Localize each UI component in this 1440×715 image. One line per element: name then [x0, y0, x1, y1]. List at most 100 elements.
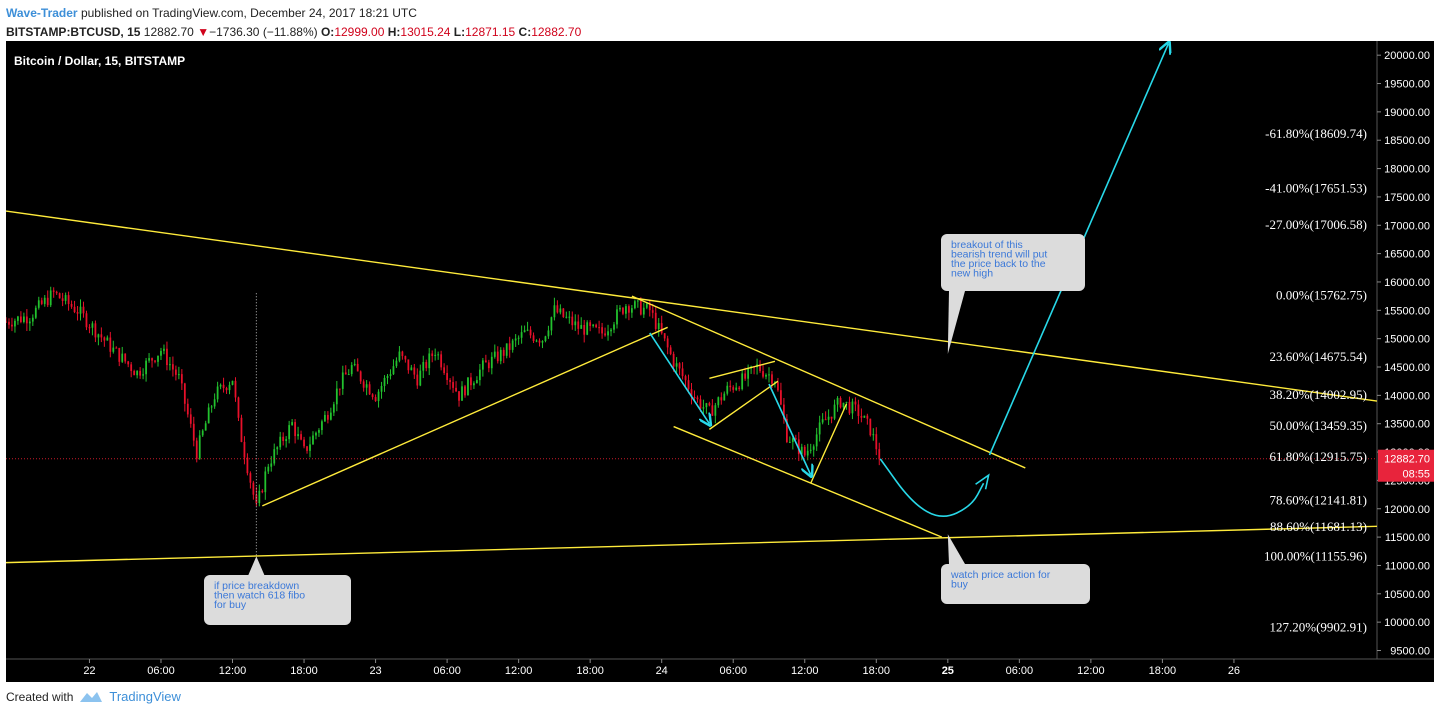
candle-body — [723, 393, 726, 401]
candle-body — [174, 369, 177, 375]
fib-level-label: 127.20%(9902.91) — [1270, 620, 1368, 635]
candle-body — [329, 412, 332, 420]
x-tick-label: 06:00 — [1006, 665, 1034, 677]
x-tick-label: 18:00 — [863, 665, 891, 677]
low-value: 12871.15 — [465, 25, 516, 39]
high-value: 13015.24 — [400, 25, 451, 39]
candle-body — [318, 430, 320, 433]
candle-body — [347, 374, 350, 376]
candle-body — [6, 321, 7, 323]
candle-body — [243, 441, 246, 458]
candle-body — [273, 449, 276, 464]
candle-body — [842, 402, 845, 408]
candle-body — [76, 312, 79, 314]
candle-body — [502, 349, 505, 356]
candle-body — [198, 435, 201, 459]
candle-body — [46, 297, 49, 306]
candle-body — [264, 471, 267, 493]
candle-body — [288, 425, 291, 440]
candle-body — [389, 374, 392, 377]
candle-body — [663, 333, 666, 339]
candle-body — [514, 338, 517, 341]
candle-body — [830, 416, 833, 419]
price-tag-box — [1378, 449, 1434, 482]
candle-body — [160, 350, 162, 356]
ohlc-line: BITSTAMP:BTCUSD, 15 12882.70 ▼−1736.30 (… — [6, 23, 581, 42]
callout-box — [941, 564, 1090, 604]
candle-body — [362, 381, 365, 388]
candle-body — [651, 310, 654, 313]
open-label: O: — [320, 25, 335, 39]
candle-body — [529, 329, 532, 336]
low-label: L: — [453, 25, 466, 39]
candle-body — [70, 303, 73, 307]
candle-body — [821, 419, 824, 423]
candle-body — [875, 434, 878, 450]
y-tick-label: 12000.00 — [1384, 504, 1430, 516]
candle-body — [94, 323, 97, 338]
y-tick-label: 10500.00 — [1384, 589, 1430, 601]
candle-body — [833, 404, 836, 419]
candle-body — [297, 434, 299, 437]
candle-body — [371, 394, 374, 398]
candle-body — [791, 438, 794, 442]
candle-body — [511, 340, 514, 350]
candle-body — [189, 414, 192, 424]
candle-body — [458, 391, 460, 401]
x-tick-label: 25 — [942, 665, 954, 677]
fib-level-label: 61.80%(12915.75) — [1270, 449, 1368, 464]
candle-body — [356, 363, 359, 372]
candle-body — [628, 306, 630, 313]
candle-body — [782, 404, 785, 419]
candle-body — [17, 316, 19, 321]
price-axis[interactable] — [1377, 41, 1434, 659]
candle-body — [496, 351, 499, 362]
author-link[interactable]: Wave-Trader — [6, 6, 78, 20]
candle-body — [493, 351, 496, 357]
candle-body — [538, 340, 541, 343]
candle-body — [860, 416, 863, 418]
candle-body — [252, 482, 255, 495]
tradingview-logo-icon — [80, 691, 103, 702]
candle-body — [487, 362, 490, 369]
y-tick-label: 19500.00 — [1384, 79, 1430, 91]
y-tick-label: 14000.00 — [1384, 390, 1430, 402]
time-axis[interactable] — [6, 659, 1434, 682]
callout-tail — [248, 556, 265, 575]
candle-body — [505, 343, 508, 356]
candle-body — [785, 418, 788, 443]
y-tick-label: 20000.00 — [1384, 50, 1430, 62]
high-label: H: — [387, 25, 401, 39]
candle-body — [595, 324, 598, 328]
candle-body — [368, 384, 371, 395]
down-triangle-icon: ▼ — [197, 25, 210, 39]
candle-body — [267, 466, 270, 472]
candle-body — [848, 401, 851, 414]
candle-body — [282, 436, 285, 442]
candle-body — [97, 334, 100, 338]
candle-body — [73, 306, 76, 313]
candle-body — [163, 348, 165, 351]
y-tick-label: 15000.00 — [1384, 334, 1430, 346]
candle-body — [25, 316, 28, 324]
candle-body — [616, 309, 618, 325]
candle-body — [657, 323, 660, 329]
drawings-layer — [6, 44, 1377, 564]
tradingview-link[interactable]: TradingView — [109, 689, 181, 704]
candle-body — [648, 303, 651, 311]
candle-body — [261, 490, 264, 493]
callout-tail — [947, 291, 965, 354]
flag-2-line — [810, 403, 848, 484]
y-tick-label: 17500.00 — [1384, 192, 1430, 204]
upper-trendline — [6, 210, 1377, 402]
x-tick-label: 06:00 — [719, 665, 747, 677]
candle-body — [446, 373, 448, 380]
created-with: Created with — [6, 689, 74, 704]
candle-body — [574, 321, 577, 326]
x-tick-label: 18:00 — [1149, 665, 1177, 677]
candle-body — [681, 368, 684, 377]
callout-text: watch price action for — [950, 569, 1051, 581]
